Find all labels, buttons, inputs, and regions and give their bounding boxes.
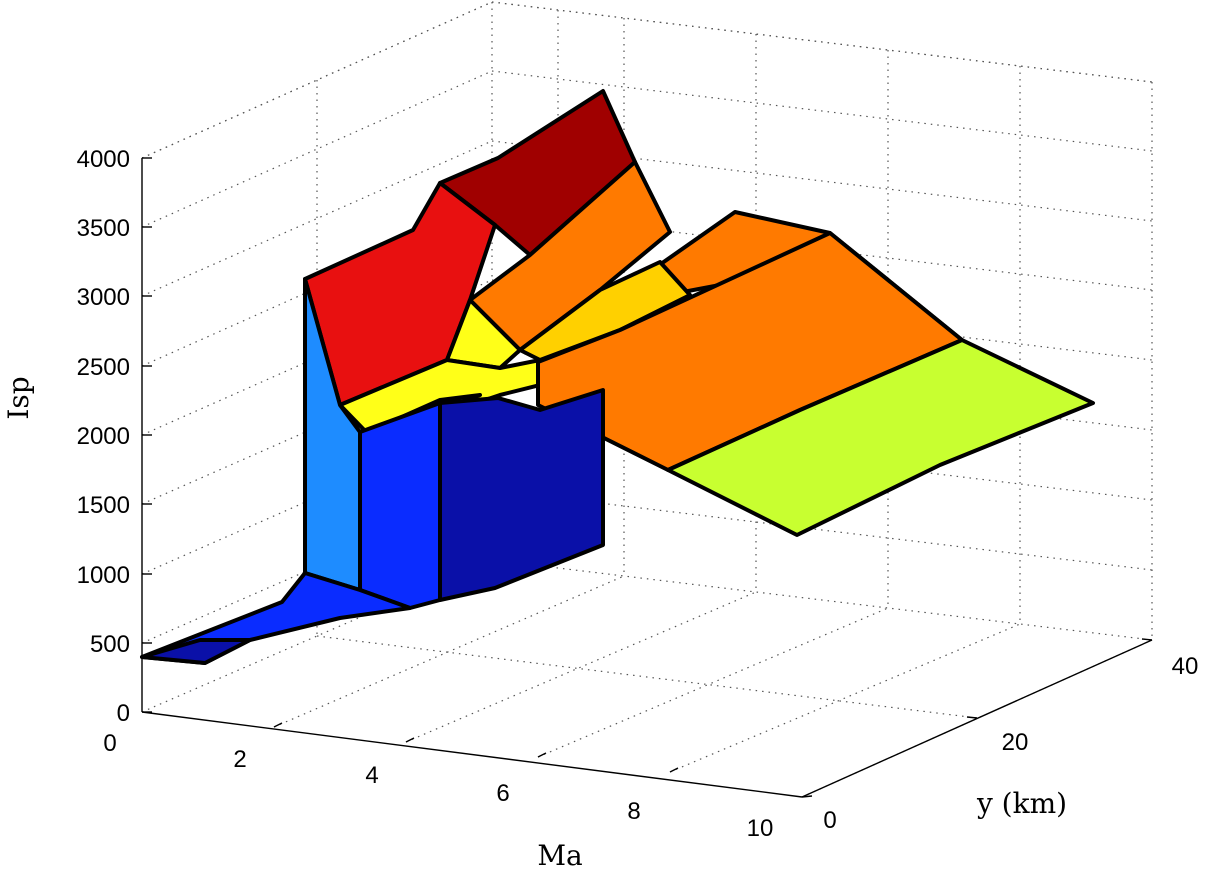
- surface-patch: [358, 401, 442, 610]
- z-tick-labels: 4000 3500 3000 2500 2000 1500 1000 500 0: [77, 146, 130, 727]
- z-tick-label: 3000: [77, 284, 130, 311]
- x-tick-label: 0: [103, 730, 116, 757]
- x-tick-label: 8: [627, 798, 640, 825]
- x-tick-label: 2: [233, 746, 246, 773]
- y-tick-label: 0: [823, 807, 836, 834]
- y-tick-label: 40: [1172, 653, 1199, 680]
- x-tick-label: 4: [365, 762, 378, 789]
- y-tick-label: 20: [1002, 729, 1029, 756]
- x-axis-title: Ma: [537, 839, 582, 869]
- axes: [141, 157, 1153, 798]
- z-axis-title: Isp: [2, 376, 35, 419]
- z-tick-label: 1500: [77, 492, 130, 519]
- x-tick-label: 6: [496, 780, 509, 807]
- z-tick-label: 500: [90, 631, 130, 658]
- z-tick-label: 2500: [77, 354, 130, 381]
- surface-patch: [140, 638, 252, 665]
- z-tick-label: 0: [117, 700, 130, 727]
- x-tick-label: 10: [747, 815, 774, 842]
- z-tick-label: 2000: [77, 423, 130, 450]
- y-tick-labels: 0 20 40: [823, 653, 1198, 834]
- z-tick-label: 1000: [77, 562, 130, 589]
- surface-patch: [666, 338, 1095, 537]
- x-tick-labels: 0 2 4 6 8 10: [103, 730, 773, 842]
- z-tick-label: 4000: [77, 146, 130, 173]
- y-axis-title: y (km): [976, 787, 1067, 820]
- surface: [140, 89, 1095, 665]
- z-tick-label: 3500: [77, 215, 130, 242]
- surface-patch: [438, 388, 605, 602]
